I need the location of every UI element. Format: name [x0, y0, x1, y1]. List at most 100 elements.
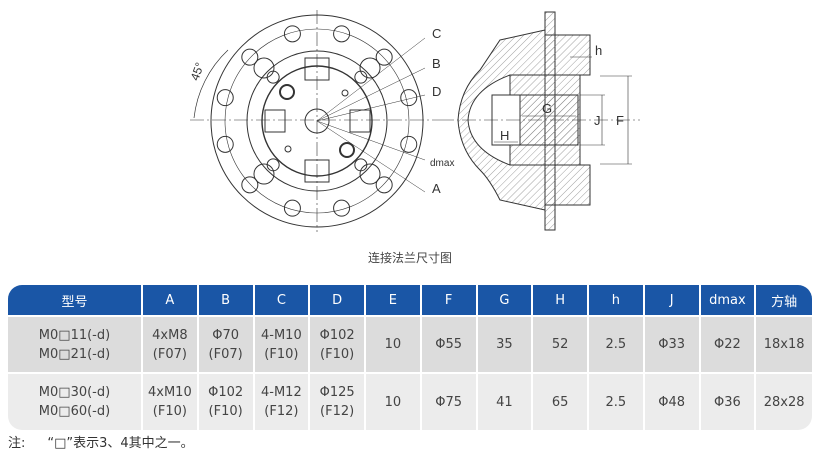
dimension-labels: C B D dmax A 45° h G H J F — [188, 26, 624, 196]
header-d: D — [310, 285, 366, 315]
mounting-hole — [253, 57, 275, 79]
header-shaft: 方轴 — [756, 285, 812, 315]
cell-line: Φ102 — [319, 327, 355, 343]
cell-h: 2.5 — [589, 315, 645, 372]
header-b: B — [198, 285, 255, 315]
label-angle: 45° — [188, 60, 207, 82]
header-e: E — [366, 285, 422, 315]
label-g: G — [542, 101, 552, 116]
label-a: A — [432, 181, 441, 196]
label-d: D — [432, 84, 441, 99]
cell-line: 4xM8 — [152, 327, 188, 343]
cell-dmax: Φ22 — [700, 315, 757, 372]
label-h: H — [500, 128, 509, 143]
cell-D: Φ125 (F12) — [310, 372, 366, 430]
dimension-table: 型号 A B C D E F G H h J dmax 方轴 M0□11(-d)… — [8, 285, 812, 430]
cell-model: M0□30(-d) M0□60(-d) — [8, 372, 143, 430]
mounting-hole — [354, 70, 368, 84]
mounting-hole — [359, 163, 381, 185]
bolt-hole — [333, 199, 351, 217]
cell-line: 4xM10 — [148, 385, 192, 400]
cell-line: (F07) — [208, 346, 243, 362]
header-f: F — [421, 285, 478, 315]
header-c: C — [254, 285, 311, 315]
cell-line: 4-M12 — [261, 385, 302, 400]
mounting-hole — [266, 70, 280, 84]
front-view — [190, 10, 440, 232]
bolt-hole — [333, 25, 351, 43]
flange-dimension-drawing: C B D dmax A 45° h G H J F — [188, 10, 640, 232]
cell-line: M0□11(-d) — [38, 327, 111, 343]
cell-line: Φ125 — [319, 385, 355, 400]
cell-A: 4xM10 (F10) — [143, 372, 199, 430]
header-model: 型号 — [8, 285, 143, 315]
bolt-hole — [241, 48, 259, 66]
bolt-hole — [400, 89, 418, 107]
cell-H: 65 — [533, 372, 589, 430]
label-dmax: dmax — [430, 158, 454, 169]
header-g: G — [477, 285, 534, 315]
cell-line: (F10) — [152, 404, 187, 419]
cell-shaft: 28x28 — [756, 372, 812, 430]
cell-H: 52 — [533, 315, 589, 372]
bolt-hole — [241, 176, 259, 194]
footnote: 注: “□”表示3、4其中之一。 — [8, 432, 194, 451]
mounting-hole — [266, 158, 280, 172]
cell-line: (F10) — [320, 346, 355, 362]
header-a: A — [143, 285, 199, 315]
header-j: J — [644, 285, 701, 315]
bolt-hole — [375, 48, 393, 66]
cell-line: (F07) — [152, 346, 187, 362]
cell-F: Φ55 — [421, 315, 478, 372]
section-view — [440, 11, 640, 231]
note-label: 注: — [8, 436, 26, 451]
cell-line: Φ102 — [208, 385, 244, 400]
bolt-hole — [216, 89, 234, 107]
cell-C: 4-M10 (F10) — [254, 315, 311, 372]
cell-line: M0□60(-d) — [38, 404, 111, 419]
cell-line: Φ70 — [212, 327, 240, 343]
cell-line: 4-M10 — [261, 327, 302, 343]
bolt-hole — [283, 199, 301, 217]
bolt-hole — [216, 135, 234, 153]
drawing-caption: 连接法兰尺寸图 — [367, 251, 452, 265]
cell-shaft: 18x18 — [756, 315, 812, 372]
cell-model: M0□11(-d) M0□21(-d) — [8, 315, 143, 372]
mounting-hole — [354, 158, 368, 172]
bolt-hole — [283, 25, 301, 43]
bolt-hole — [400, 135, 418, 153]
cell-line: (F10) — [208, 404, 243, 419]
cell-line: (F12) — [320, 404, 355, 419]
label-f: F — [616, 113, 624, 128]
cell-line: (F10) — [264, 346, 299, 362]
mounting-hole — [253, 163, 275, 185]
cell-G: 41 — [477, 372, 534, 430]
label-h-small: h — [595, 43, 602, 58]
table-row: M0□30(-d) M0□60(-d) 4xM10 (F10) Φ102 (F10) 4-M… — [8, 372, 812, 430]
label-c: C — [432, 26, 441, 41]
header-dmax: dmax — [700, 285, 757, 315]
cell-J: Φ33 — [644, 315, 701, 372]
cell-h: 2.5 — [589, 372, 645, 430]
cell-dmax: Φ36 — [700, 372, 757, 430]
cell-E: 10 — [366, 315, 422, 372]
header-h-small: h — [589, 285, 645, 315]
cell-line: M0□30(-d) — [38, 385, 111, 400]
label-b: B — [432, 56, 441, 71]
mounting-hole — [359, 57, 381, 79]
header-h: H — [533, 285, 589, 315]
label-j: J — [594, 113, 601, 128]
bolt-hole — [375, 176, 393, 194]
table-header: 型号 A B C D E F G H h J dmax 方轴 — [8, 285, 812, 315]
cell-J: Φ48 — [644, 372, 701, 430]
cell-B: Φ70 (F07) — [198, 315, 255, 372]
cell-F: Φ75 — [421, 372, 478, 430]
cell-G: 35 — [477, 315, 534, 372]
table-row: M0□11(-d) M0□21(-d) 4xM8 (F07) Φ70 (F07) 4-M10… — [8, 315, 812, 372]
cell-B: Φ102 (F10) — [198, 372, 255, 430]
note-text: “□”表示3、4其中之一。 — [47, 436, 194, 451]
cell-A: 4xM8 (F07) — [143, 315, 199, 372]
cell-line: (F12) — [264, 404, 299, 419]
cell-line: M0□21(-d) — [38, 346, 111, 362]
cell-C: 4-M12 (F12) — [254, 372, 311, 430]
